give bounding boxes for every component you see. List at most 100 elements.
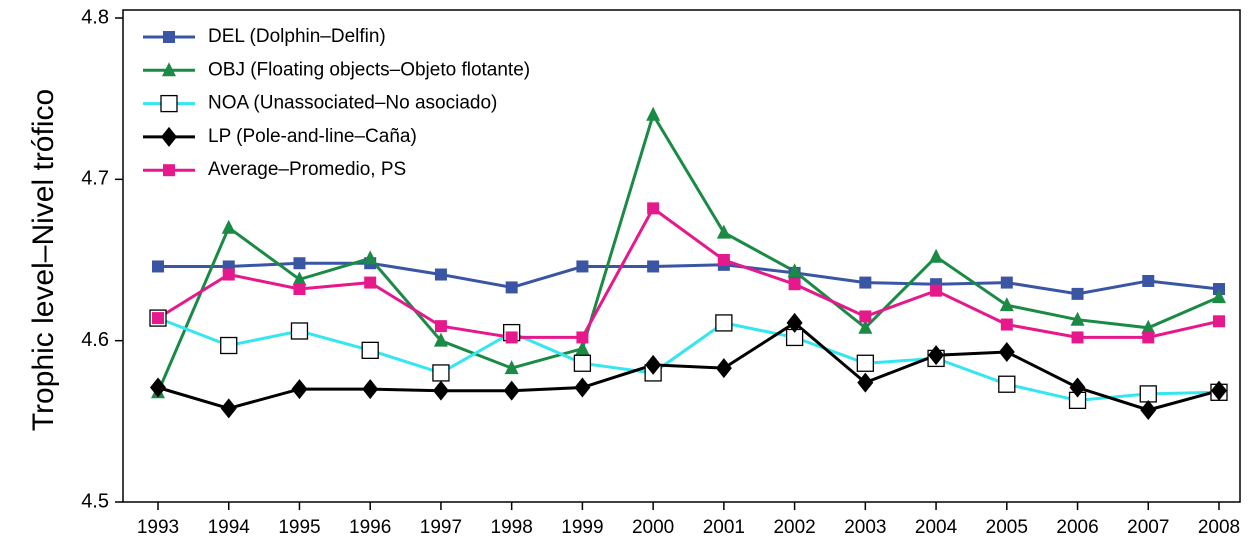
data-point (1069, 377, 1086, 398)
x-tick-label: 2001 (703, 517, 745, 538)
data-point (505, 331, 518, 344)
data-point (434, 268, 447, 281)
data-point (1213, 315, 1225, 328)
x-tick-label: 1996 (349, 517, 391, 538)
data-point (1141, 319, 1156, 334)
data-point (432, 380, 449, 401)
legend-marker (162, 62, 176, 77)
y-tick-label: 4.6 (81, 329, 109, 351)
y-tick-label: 4.5 (81, 490, 109, 512)
series-line (158, 261, 1220, 296)
data-point (647, 202, 660, 215)
data-point (786, 312, 803, 333)
data-point (220, 398, 237, 419)
legend-label: OBJ (Floating objects–Objeto flotante) (208, 59, 530, 80)
data-point (858, 319, 873, 334)
data-point (364, 276, 377, 289)
data-point (647, 260, 660, 273)
data-point (291, 379, 308, 400)
data-point (1000, 276, 1013, 289)
data-point (646, 106, 661, 121)
data-point (1140, 400, 1157, 421)
y-tick-label: 4.7 (81, 168, 109, 190)
x-tick-label: 2003 (844, 517, 886, 538)
data-point (856, 354, 874, 372)
data-point (1211, 380, 1227, 401)
data-point (645, 354, 662, 375)
legend-label: NOA (Unassociated–No asociado) (208, 93, 497, 114)
data-point (1000, 318, 1013, 331)
legend-label: DEL (Dolphin–Delfin) (208, 26, 386, 47)
data-point (857, 372, 874, 393)
legend-marker (163, 31, 175, 43)
data-point (787, 263, 802, 278)
data-point (363, 250, 378, 265)
data-point (362, 379, 379, 400)
x-tick-label: 1998 (491, 517, 533, 538)
data-point (1070, 311, 1085, 326)
data-point (998, 375, 1016, 393)
data-point (788, 278, 801, 291)
data-point (222, 268, 235, 281)
data-point (434, 320, 447, 333)
data-point (1071, 287, 1084, 300)
series-line (157, 316, 1220, 402)
data-point (432, 364, 450, 382)
series-line (157, 206, 1220, 339)
x-tick-label: 2007 (1127, 517, 1169, 538)
legend-marker (160, 94, 178, 113)
y-axis-label: Trophic level–Nivel trófico (27, 89, 60, 431)
series-line (157, 321, 1220, 412)
plot-frame (122, 9, 1241, 503)
legend-marker (163, 164, 175, 177)
x-tick-label: 2004 (915, 517, 958, 538)
data-point (715, 314, 733, 332)
x-tick-label: 1997 (420, 517, 462, 538)
data-point (220, 336, 238, 355)
x-tick-label: 2008 (1198, 517, 1240, 538)
x-tick-label: 2000 (632, 517, 674, 538)
data-point (292, 271, 307, 286)
x-tick-label: 1999 (561, 517, 603, 538)
data-point (293, 257, 306, 270)
data-point (1142, 274, 1155, 287)
x-tick-label: 2005 (986, 517, 1028, 538)
data-point (576, 331, 589, 344)
data-point (717, 254, 730, 266)
data-point (929, 248, 944, 263)
data-point (859, 310, 872, 323)
x-tick-label: 2002 (773, 517, 815, 538)
data-point (503, 380, 520, 401)
data-point (575, 340, 590, 355)
data-point (152, 260, 164, 273)
data-point (290, 322, 309, 340)
legend-label: LP (Pole-and-line–Caña) (208, 126, 417, 147)
data-point (504, 360, 519, 375)
legend-label: Average–Promedio, PS (208, 159, 406, 180)
data-point (1142, 331, 1155, 344)
x-tick-label: 1993 (137, 517, 179, 538)
data-point (574, 377, 591, 398)
data-point (859, 276, 872, 289)
data-point (361, 341, 379, 359)
y-tick-label: 4.8 (81, 6, 109, 28)
data-point (928, 345, 945, 366)
data-point (1139, 385, 1157, 403)
data-point (293, 283, 306, 296)
data-point (715, 358, 732, 379)
data-point (930, 284, 943, 297)
data-point (150, 377, 166, 398)
data-point (573, 354, 592, 372)
data-point (1213, 283, 1225, 296)
data-point (576, 260, 589, 273)
data-point (152, 312, 164, 325)
legend-marker (161, 126, 177, 147)
data-point (998, 341, 1015, 362)
data-point (505, 281, 518, 294)
data-point (433, 332, 448, 347)
data-point (1212, 289, 1226, 304)
x-tick-label: 1994 (208, 517, 251, 538)
data-point (1071, 331, 1084, 344)
data-point (716, 224, 731, 239)
